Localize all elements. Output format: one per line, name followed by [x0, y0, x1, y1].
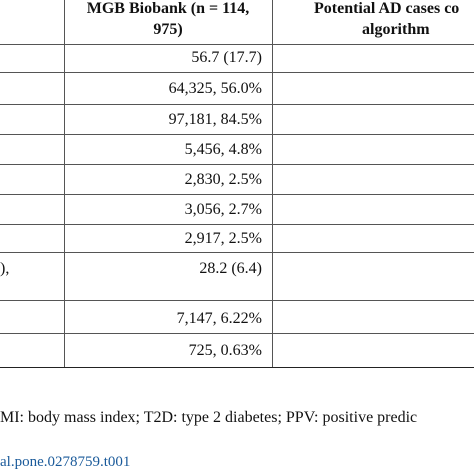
row-rule — [0, 72, 474, 73]
header-potential-ad-cases: Potential AD cases co algorithm — [314, 0, 460, 38]
table-cell: 97,181, 84.5% — [168, 111, 262, 128]
row-rule — [0, 134, 474, 135]
row-rule — [0, 224, 474, 225]
doi-link[interactable]: al.pone.0278759.t001 — [0, 454, 131, 470]
row-rule — [0, 104, 474, 105]
row-rule — [0, 300, 474, 301]
row-rule — [0, 164, 474, 165]
table-cell: 56.7 (17.7) — [191, 49, 262, 66]
table-cell: 7,147, 6.22% — [176, 310, 262, 327]
column-divider — [272, 0, 273, 367]
header-rule — [0, 44, 474, 45]
row-label: ), — [0, 260, 10, 277]
table-cell: 3,056, 2.7% — [184, 201, 262, 218]
table-cell: 28.2 (6.4) — [199, 260, 262, 277]
table-cell: 64,325, 56.0% — [168, 80, 262, 97]
column-divider — [64, 0, 65, 367]
table-footnote: MI: body mass index; T2D: type 2 diabete… — [0, 409, 418, 426]
table-cell: 2,830, 2.5% — [184, 171, 262, 188]
row-rule — [0, 194, 474, 195]
header-mgb-biobank: MGB Biobank (n = 114, 975) — [86, 0, 250, 38]
row-rule — [0, 333, 474, 334]
row-rule — [0, 252, 474, 253]
table-cell: 725, 0.63% — [188, 342, 262, 359]
table-cell: 5,456, 4.8% — [184, 141, 262, 158]
table-bottom-rule — [0, 367, 474, 368]
table-cell: 2,917, 2.5% — [184, 230, 262, 247]
